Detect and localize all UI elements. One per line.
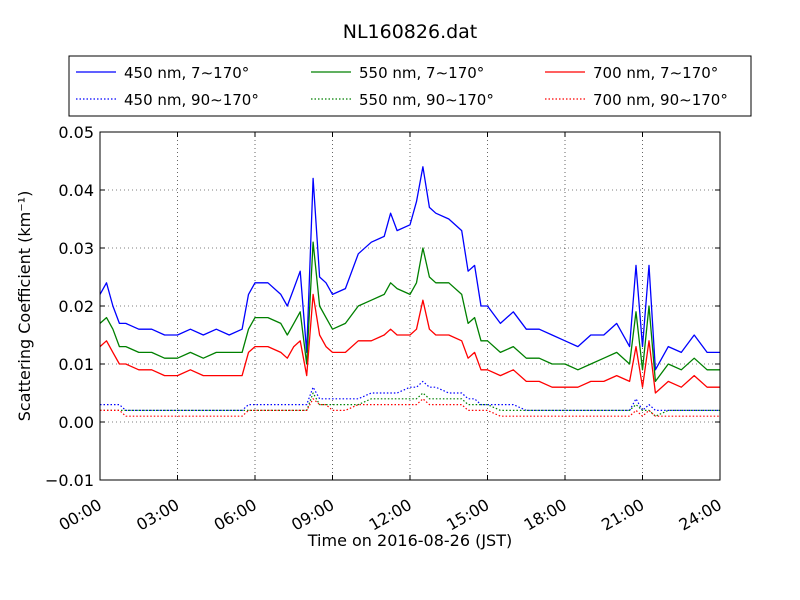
legend-label-450-full: 450 nm, 7∼170° — [124, 64, 249, 82]
series-line-450-back — [100, 380, 720, 411]
series-line-700-back — [100, 398, 720, 417]
y-tick-label: 0.02 — [58, 297, 94, 316]
y-tick-label: 0.04 — [58, 181, 94, 200]
legend-label-450-back: 450 nm, 90∼170° — [124, 91, 259, 109]
legend-label-700-back: 700 nm, 90∼170° — [593, 91, 728, 109]
series-lines — [99, 166, 720, 417]
y-tick-label: 0.00 — [58, 413, 94, 432]
chart-title: NL160826.dat — [343, 21, 478, 43]
series-line-450-full — [99, 166, 720, 371]
legend-label-700-full: 700 nm, 7∼170° — [593, 64, 718, 82]
y-tick-label: −0.01 — [45, 471, 94, 490]
x-axis-label: Time on 2016-08-26 (JST) — [307, 531, 512, 550]
y-tick-label: 0.05 — [58, 123, 94, 142]
legend-box — [68, 55, 752, 117]
gridlines — [100, 132, 720, 480]
y-tick-label: 0.03 — [58, 239, 94, 258]
legend: 450 nm, 7∼170° 450 nm, 90∼170° 550 nm, 7∼1… — [68, 55, 752, 117]
series-line-700-full — [99, 293, 720, 394]
legend-label-550-full: 550 nm, 7∼170° — [359, 64, 484, 82]
y-axis-label: Scattering Coefficient (km⁻¹) — [15, 191, 34, 422]
y-tick-label: 0.01 — [58, 355, 94, 374]
series-line-550-full — [99, 241, 720, 383]
y-axis-ticks: −0.01 0.00 0.01 0.02 0.03 0.04 0.05 — [45, 123, 720, 490]
legend-label-550-back: 550 nm, 90∼170° — [359, 91, 494, 109]
